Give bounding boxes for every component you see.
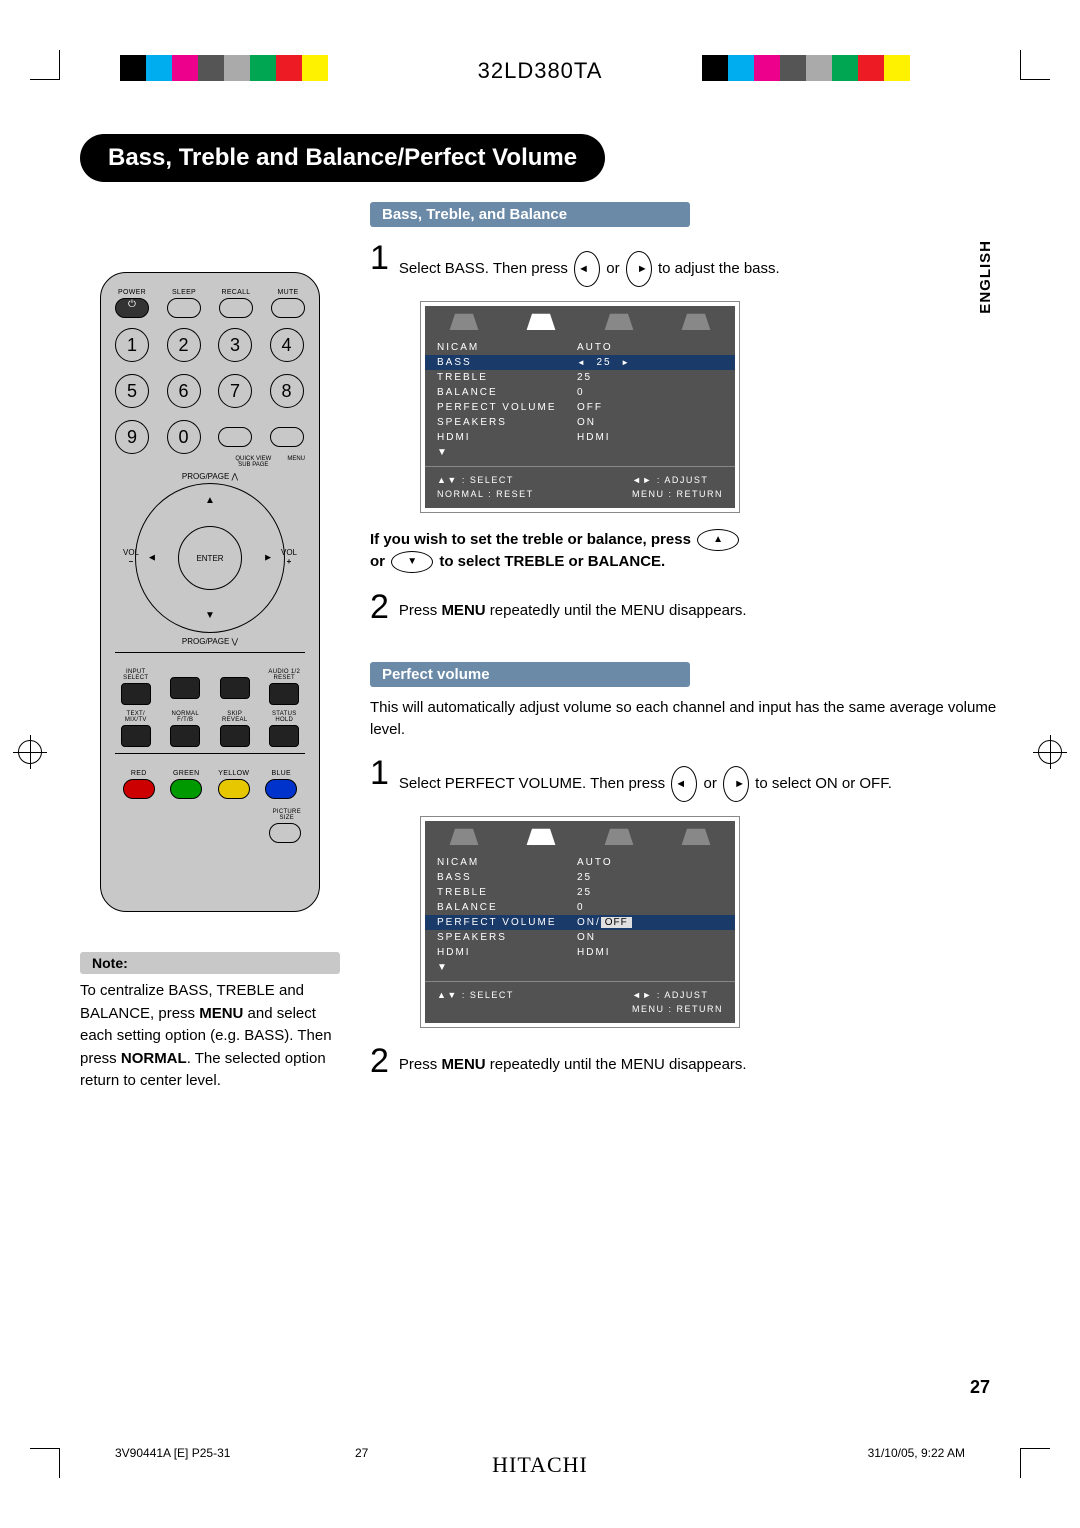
crop-mark: [1020, 1448, 1050, 1478]
up-arrow-icon: [697, 529, 739, 551]
color-bar: [120, 55, 328, 81]
page-title: Bass, Treble and Balance/Perfect Volume: [80, 134, 605, 182]
section-header: Bass, Treble, and Balance: [370, 202, 690, 227]
dpad: ENTER ▲ ▼ ◄ ► VOL– VOL+: [135, 483, 285, 633]
bold-note: If you wish to set the treble or balance…: [370, 529, 1000, 574]
step-number: 2: [370, 1044, 389, 1078]
prog-up-label: PROG/PAGE ⋀: [115, 472, 305, 481]
left-arrow-icon: [671, 766, 697, 802]
step: 1 Select BASS. Then press or to adjust t…: [370, 241, 1000, 287]
prog-down-label: PROG/PAGE ⋁: [115, 637, 305, 646]
crop-mark: [1020, 50, 1050, 80]
color-bar: [702, 55, 910, 81]
intro-text: This will automatically adjust volume so…: [370, 697, 1000, 742]
picture-size-label: PICTURESIZE: [273, 809, 301, 821]
step: 2 Press MENU repeatedly until the MENU d…: [370, 1044, 1000, 1078]
right-arrow-icon: [723, 766, 749, 802]
brand-logo: HITACHI: [492, 1452, 588, 1478]
registration-target: [1038, 740, 1062, 764]
registration-target: [18, 740, 42, 764]
picture-size-button: [269, 823, 301, 843]
step-number: 2: [370, 590, 389, 624]
page-number: 27: [970, 1377, 990, 1398]
remote-label: QUICK VIEWSUB PAGE: [235, 456, 271, 468]
osd-panel: NICAMAUTOBASS25TREBLE25BALANCE0PERFECT V…: [420, 816, 740, 1028]
osd-panel: NICAMAUTOBASS◄ 25 ►TREBLE25BALANCE0PERFE…: [420, 301, 740, 513]
note-body: To centralize BASS, TREBLE and BALANCE, …: [80, 980, 350, 1093]
crop-mark: [30, 1448, 60, 1478]
crop-mark: [30, 50, 60, 80]
language-tab: ENGLISH: [977, 240, 994, 314]
section-header: Perfect volume: [370, 662, 690, 687]
right-arrow-icon: [626, 251, 652, 287]
left-arrow-icon: [574, 251, 600, 287]
down-arrow-icon: [391, 551, 433, 573]
remote-illustration: POWER⏻SLEEPRECALLMUTE 1234567890 QUICK V…: [100, 272, 320, 912]
step: 1 Select PERFECT VOLUME. Then press or t…: [370, 756, 1000, 802]
step-number: 1: [370, 756, 389, 790]
note-header: Note:: [80, 952, 340, 974]
step-number: 1: [370, 241, 389, 275]
remote-label: MENU: [287, 456, 305, 468]
step: 2 Press MENU repeatedly until the MENU d…: [370, 590, 1000, 624]
